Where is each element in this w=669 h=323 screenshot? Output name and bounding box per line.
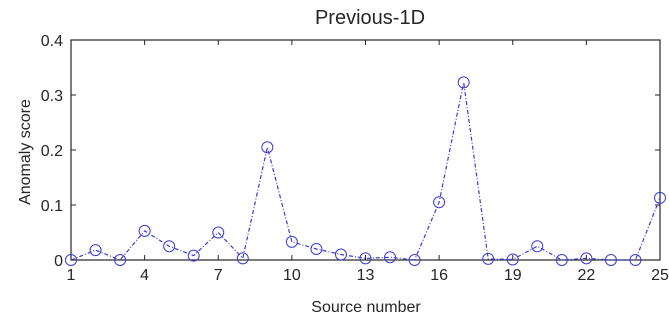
y-axis-label: Anomaly score xyxy=(17,99,34,205)
data-point-marker xyxy=(629,254,642,266)
y-tick-label: 0.2 xyxy=(41,143,63,160)
data-point-marker xyxy=(334,248,347,261)
data-point-marker xyxy=(580,252,593,265)
data-point-marker xyxy=(89,244,102,257)
x-tick-label: 25 xyxy=(651,267,669,284)
data-point-marker xyxy=(384,251,397,264)
data-point-marker xyxy=(654,191,666,204)
data-point-marker xyxy=(506,253,519,266)
x-tick-label: 7 xyxy=(214,267,223,284)
data-point-marker xyxy=(261,141,274,154)
chart-title: Previous-1D xyxy=(315,7,425,29)
x-tick-label: 4 xyxy=(140,267,149,284)
data-point-marker xyxy=(187,249,200,262)
data-point-marker xyxy=(604,254,617,266)
data-point-marker xyxy=(433,196,446,209)
plot-area-frame xyxy=(70,39,661,261)
data-point-marker xyxy=(163,240,176,253)
y-tick-label: 0 xyxy=(54,253,63,270)
x-tick-label: 19 xyxy=(504,267,522,284)
data-point-marker xyxy=(212,226,225,239)
x-tick-label: 16 xyxy=(430,267,448,284)
data-point-marker xyxy=(555,254,568,266)
data-point-marker xyxy=(408,254,421,266)
data-point-marker xyxy=(310,243,323,255)
data-series xyxy=(65,76,666,266)
data-point-marker xyxy=(138,224,151,237)
x-axis-label: Source number xyxy=(311,299,421,316)
x-axis-ticks: 1 4 7 10 13 16 19 22 25 xyxy=(67,40,669,284)
y-axis-ticks: 0 0.1 0.2 0.3 0.4 xyxy=(41,33,660,270)
data-point-marker xyxy=(457,76,470,89)
y-tick-label: 0.4 xyxy=(41,33,63,50)
x-tick-label: 1 xyxy=(67,267,76,284)
x-tick-label: 10 xyxy=(283,267,301,284)
data-point-marker xyxy=(285,235,298,248)
data-point-marker xyxy=(236,252,249,265)
series-line xyxy=(70,82,661,261)
data-point-marker xyxy=(359,252,372,265)
y-tick-label: 0.1 xyxy=(41,198,63,215)
data-point-marker xyxy=(114,254,127,266)
data-point-marker xyxy=(482,252,495,265)
data-point-marker xyxy=(65,254,77,266)
x-tick-label: 13 xyxy=(357,267,375,284)
data-point-marker xyxy=(531,240,544,253)
y-tick-label: 0.3 xyxy=(41,88,63,105)
x-tick-label: 22 xyxy=(577,267,595,284)
